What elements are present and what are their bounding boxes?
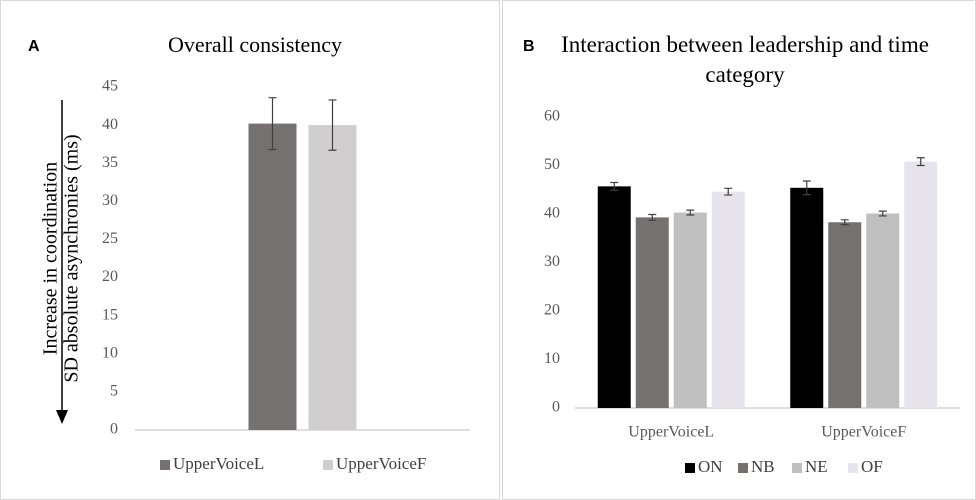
- y-tick-label: 40: [102, 116, 118, 133]
- error-bar: [268, 97, 277, 151]
- legend-swatch: [792, 463, 802, 473]
- y-tick-label: 25: [102, 230, 118, 247]
- error-bar: [328, 99, 337, 151]
- arrow-head: [56, 410, 68, 424]
- y-tick-label: 0: [552, 399, 560, 416]
- legend-label: ON: [698, 457, 723, 476]
- panel-letter: B: [523, 38, 535, 55]
- x-tick-label: UpperVoiceL: [628, 424, 714, 441]
- chart-title: Overall consistency: [168, 32, 342, 57]
- bar: [248, 123, 297, 430]
- error-bar: [916, 157, 925, 167]
- legend-swatch: [738, 463, 748, 473]
- error-bar: [648, 213, 657, 221]
- legend-swatch: [160, 460, 170, 470]
- bar: [790, 187, 824, 408]
- panel-letter: A: [28, 38, 40, 55]
- y-tick-label: 10: [544, 350, 560, 367]
- error-bar: [840, 219, 849, 226]
- y-tick-label: 30: [102, 192, 118, 209]
- y-axis-label: SD absolute asynchronies (ms): [61, 134, 83, 382]
- y-tick-label: 45: [102, 78, 118, 95]
- y-tick-label: 0: [110, 421, 118, 438]
- error-bar: [802, 180, 811, 196]
- bar: [711, 191, 745, 408]
- bar: [828, 222, 862, 408]
- legend-label: NB: [751, 457, 775, 476]
- y-tick-label: 40: [544, 205, 560, 222]
- legend-label: UpperVoiceL: [173, 454, 264, 473]
- bar: [635, 217, 669, 408]
- bar: [904, 161, 938, 408]
- y-tick-label: 5: [110, 383, 118, 400]
- y-tick-label: 20: [544, 302, 560, 319]
- error-bar: [724, 187, 733, 196]
- bar: [673, 212, 707, 408]
- chart-title: Interaction between leadership and time …: [561, 32, 929, 87]
- bar: [597, 186, 631, 408]
- legend-label: NE: [805, 457, 828, 476]
- legend-label: OF: [861, 457, 883, 476]
- legend-label: UpperVoiceF: [336, 454, 426, 473]
- legend-swatch: [685, 463, 695, 473]
- error-bar: [610, 181, 619, 191]
- error-bar: [686, 209, 695, 216]
- y-tick-label: 15: [102, 306, 118, 323]
- x-tick-label: UpperVoiceF: [821, 424, 906, 441]
- bar: [308, 125, 357, 430]
- y-tick-label: 20: [102, 268, 118, 285]
- y-tick-label: 10: [102, 344, 118, 361]
- y-tick-label: 35: [102, 154, 118, 171]
- y-tick-label: 30: [544, 253, 560, 270]
- annotation: Increase in coordination: [40, 162, 62, 355]
- y-tick-label: 60: [544, 108, 560, 125]
- error-bar: [878, 210, 887, 217]
- legend-swatch: [323, 460, 333, 470]
- bar: [866, 213, 900, 408]
- legend-swatch: [848, 463, 858, 473]
- y-tick-label: 50: [544, 156, 560, 173]
